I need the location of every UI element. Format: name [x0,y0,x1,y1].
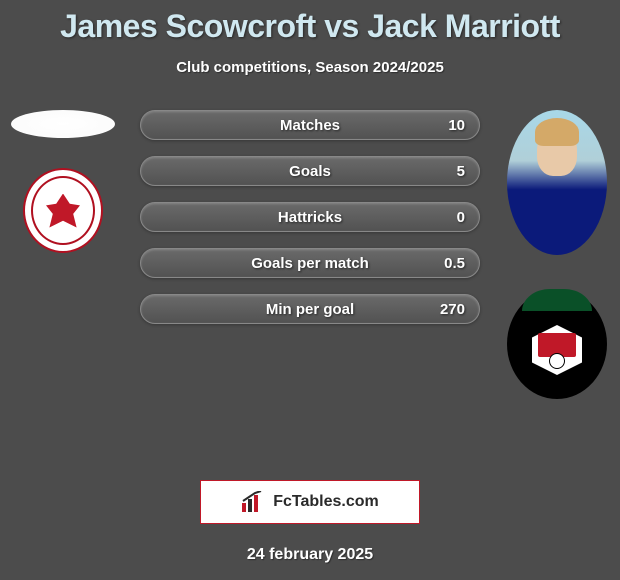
bar-label: Min per goal [266,301,354,318]
footer-brand-box[interactable]: FcTables.com [200,480,420,524]
page-subtitle: Club competitions, Season 2024/2025 [0,59,620,76]
club-badge-right [507,289,607,399]
bar-label: Goals per match [251,255,369,272]
bar-row: Goals 5 [140,156,480,186]
bar-value-right: 270 [440,301,465,318]
comparison-bars: Matches 10 Goals 5 Hattricks 0 Goals per… [140,110,480,340]
chart-icon [241,491,267,513]
comparison-content: Matches 10 Goals 5 Hattricks 0 Goals per… [0,110,620,410]
bar-value-right: 0.5 [444,255,465,272]
bar-row: Hattricks 0 [140,202,480,232]
bar-row: Matches 10 [140,110,480,140]
bar-value-right: 10 [448,117,465,134]
player-right-column [502,110,612,399]
player-right-photo [507,110,607,255]
player-left-column [8,110,118,253]
footer-date: 24 february 2025 [0,546,620,564]
bar-label: Hattricks [278,209,342,226]
bar-label: Goals [289,163,331,180]
bar-value-right: 5 [457,163,465,180]
bar-row: Goals per match 0.5 [140,248,480,278]
footer-brand-text: FcTables.com [273,493,379,511]
bar-label: Matches [280,117,340,134]
bar-value-right: 0 [457,209,465,226]
player-left-photo [11,110,115,138]
club-badge-left [23,168,103,253]
page-title: James Scowcroft vs Jack Marriott [0,0,620,45]
bar-row: Min per goal 270 [140,294,480,324]
